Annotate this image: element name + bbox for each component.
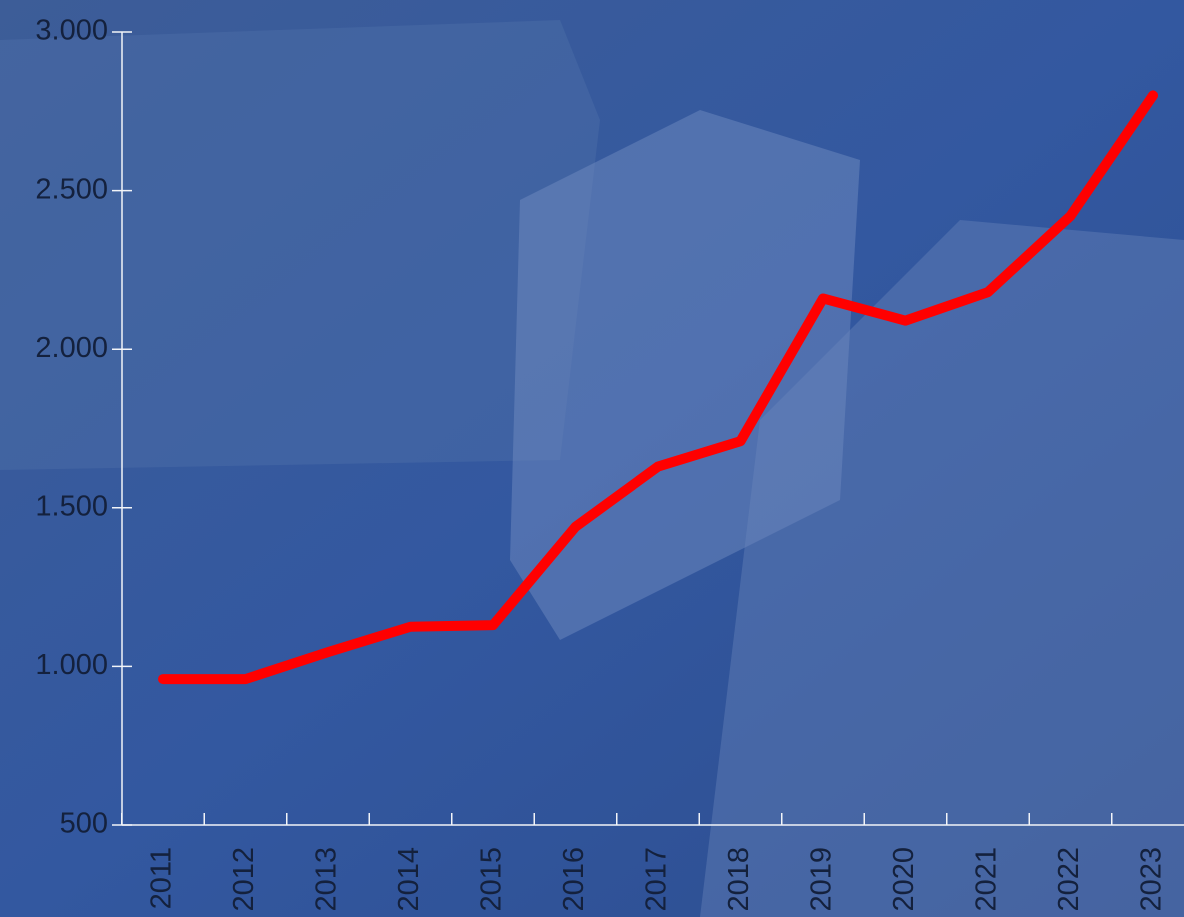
x-tick-label: 2016 [558, 847, 590, 912]
data-line [158, 90, 1158, 685]
y-tick-label: 1.500 [35, 490, 108, 522]
x-tick-label: 2014 [393, 847, 425, 912]
x-tick-label: 2015 [476, 847, 508, 912]
x-tick-label: 2011 [146, 847, 178, 909]
y-tick-label: 2.500 [35, 173, 108, 205]
y-tick-label: 3.000 [35, 15, 108, 47]
x-tick-label: 2018 [723, 847, 755, 912]
x-tick-label: 2021 [971, 847, 1003, 912]
x-tick-label: 2013 [311, 847, 343, 912]
x-tick-label: 2019 [806, 847, 838, 912]
photo-car [0, 20, 600, 470]
x-tick-label: 2012 [228, 847, 260, 912]
y-tick-label: 1.000 [35, 649, 108, 681]
x-tick-label: 2020 [888, 847, 920, 912]
photo-blanket [700, 220, 1184, 917]
y-tick-label: 2.000 [35, 332, 108, 364]
y-tick-label: 500 [60, 808, 108, 840]
x-tick-label: 2023 [1136, 847, 1168, 912]
x-tick-label: 2022 [1053, 847, 1085, 912]
x-tick-label: 2017 [641, 847, 673, 912]
